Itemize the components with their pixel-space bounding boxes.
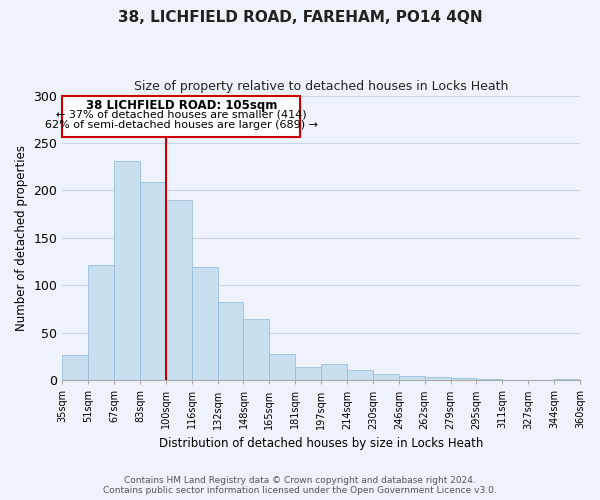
Title: Size of property relative to detached houses in Locks Heath: Size of property relative to detached ho… — [134, 80, 508, 93]
Bar — [347, 370, 373, 380]
Bar — [399, 376, 425, 380]
Text: 38, LICHFIELD ROAD, FAREHAM, PO14 4QN: 38, LICHFIELD ROAD, FAREHAM, PO14 4QN — [118, 10, 482, 25]
Text: 38 LICHFIELD ROAD: 105sqm: 38 LICHFIELD ROAD: 105sqm — [86, 100, 277, 112]
Bar — [166, 200, 192, 380]
Y-axis label: Number of detached properties: Number of detached properties — [15, 145, 28, 331]
Bar — [218, 302, 244, 380]
Bar — [295, 367, 321, 380]
Text: ← 37% of detached houses are smaller (414): ← 37% of detached houses are smaller (41… — [56, 110, 307, 120]
Bar — [451, 378, 476, 380]
Bar — [321, 364, 347, 380]
Text: Contains HM Land Registry data © Crown copyright and database right 2024.
Contai: Contains HM Land Registry data © Crown c… — [103, 476, 497, 495]
Bar — [269, 354, 295, 380]
FancyBboxPatch shape — [62, 96, 301, 138]
Text: 62% of semi-detached houses are larger (689) →: 62% of semi-detached houses are larger (… — [45, 120, 318, 130]
Bar — [140, 182, 166, 380]
Bar — [244, 318, 269, 380]
Bar — [425, 378, 451, 380]
Bar — [373, 374, 399, 380]
X-axis label: Distribution of detached houses by size in Locks Heath: Distribution of detached houses by size … — [159, 437, 484, 450]
Bar — [114, 161, 140, 380]
Bar — [88, 266, 114, 380]
Bar — [62, 354, 88, 380]
Bar — [192, 268, 218, 380]
